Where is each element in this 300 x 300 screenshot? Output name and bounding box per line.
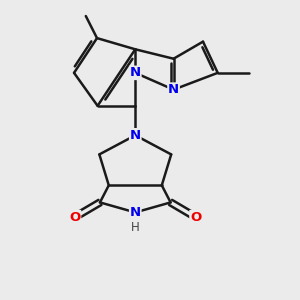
Text: H: H	[131, 220, 140, 234]
Text: N: N	[130, 206, 141, 219]
Text: O: O	[69, 211, 80, 224]
Text: N: N	[130, 66, 141, 80]
Text: N: N	[168, 83, 179, 96]
Text: O: O	[190, 211, 201, 224]
Text: N: N	[130, 129, 141, 142]
